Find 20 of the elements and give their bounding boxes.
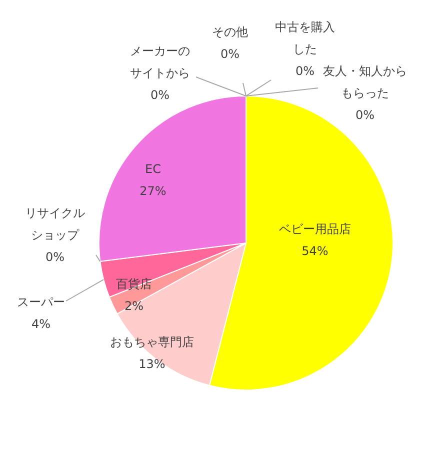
category-label: リサイクルショップ [25, 206, 85, 242]
category-label: 中古を購入した [275, 20, 335, 56]
slice-label: 百貨店 [116, 277, 152, 291]
slice-label: おもちゃ専門店 [110, 335, 194, 349]
category-label: その他 [212, 25, 248, 39]
category-label: メーカーのサイトから [130, 44, 190, 80]
data-label: 13% [138, 357, 166, 371]
text: 0% [45, 250, 65, 264]
data-label: 27% [140, 184, 166, 198]
text: 0% [150, 88, 170, 102]
text: 0% [220, 47, 240, 61]
data-label: 2% [124, 299, 144, 313]
text: 0% [295, 64, 315, 78]
slice-label: EC [145, 162, 161, 176]
slice-label: スーパー [17, 295, 65, 309]
data-label: 4% [31, 317, 51, 331]
text: 0% [355, 108, 375, 122]
slice-label: ベビー用品店 [279, 222, 351, 236]
data-label: 54% [302, 244, 328, 258]
category-label: 友人・知人からもらった [323, 64, 407, 100]
